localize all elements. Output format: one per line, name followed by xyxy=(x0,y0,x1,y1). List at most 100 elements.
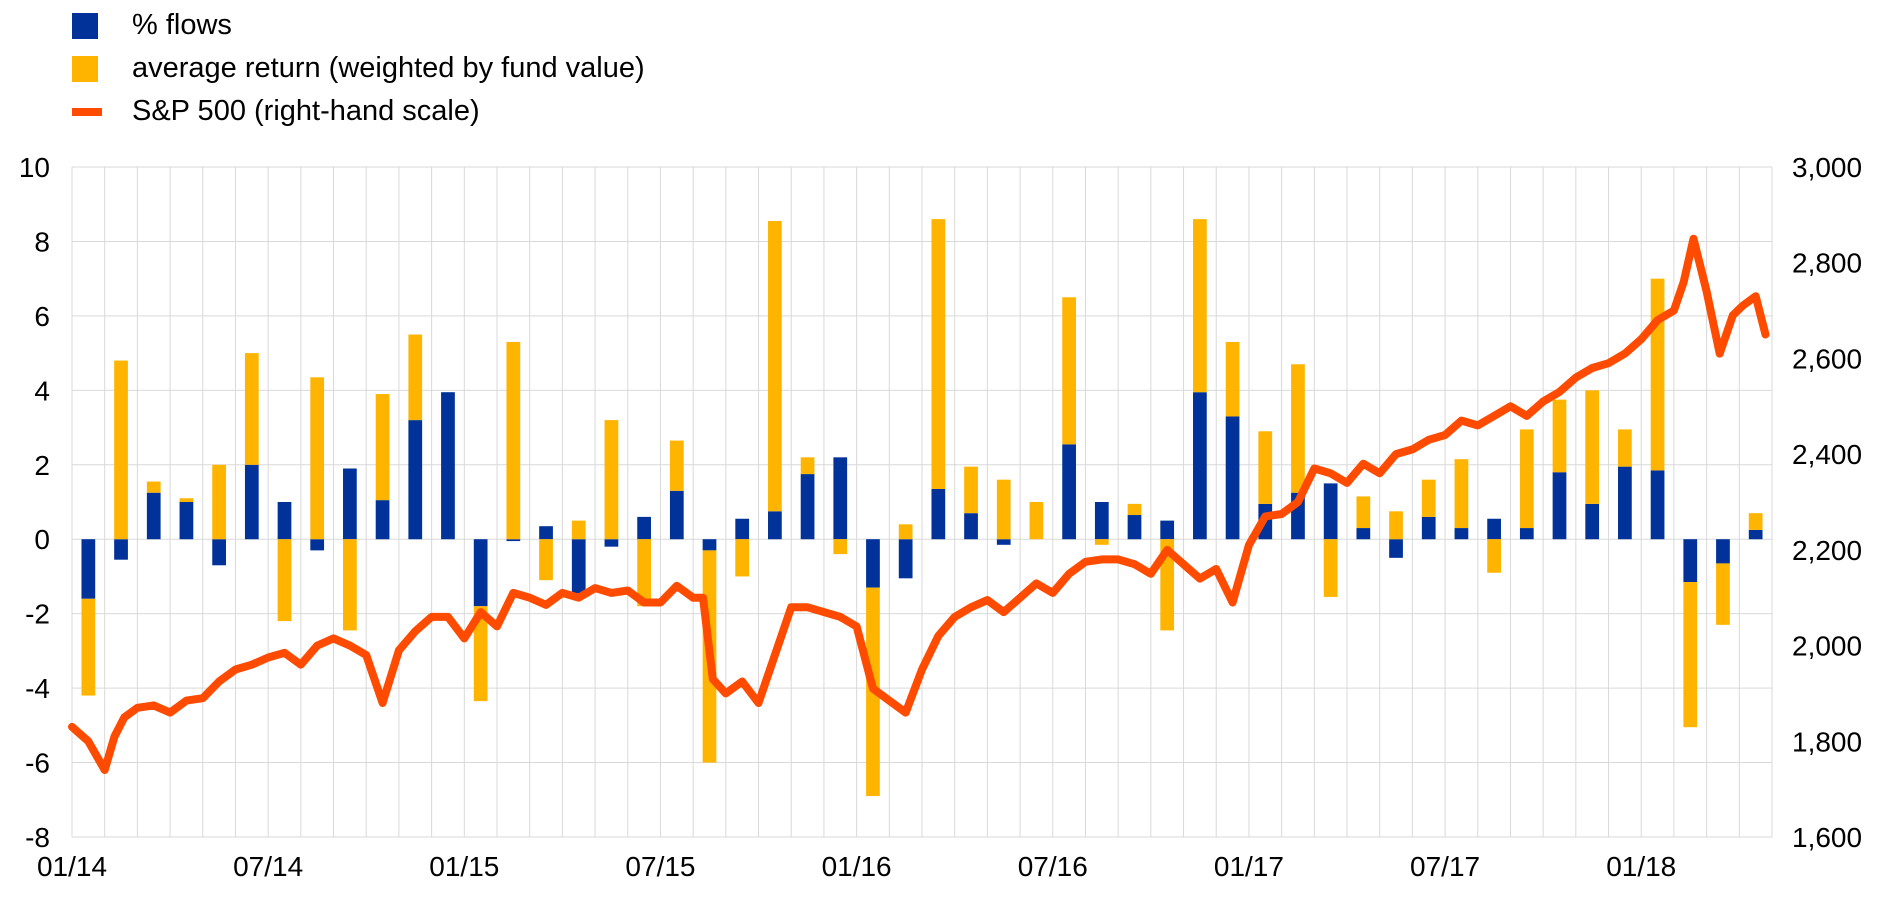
sp500-line-group xyxy=(68,234,1770,774)
bar-flows xyxy=(768,511,782,540)
legend-swatch-sp500 xyxy=(72,107,102,116)
x-tick-label: 01/18 xyxy=(1606,851,1676,882)
bar-flows xyxy=(1356,528,1371,540)
bar-return xyxy=(964,466,978,514)
left-tick-label: -4 xyxy=(25,673,50,704)
bar-flows xyxy=(1421,516,1436,540)
bar-return xyxy=(473,606,488,702)
bar-flows xyxy=(212,539,226,566)
bar-flows xyxy=(244,464,259,540)
bar-return xyxy=(1683,582,1698,728)
legend-item-returns: average return (weighted by fund value) xyxy=(72,47,645,90)
bar-return xyxy=(408,334,423,421)
right-tick-label: 2,400 xyxy=(1792,439,1862,470)
right-tick-label: 1,800 xyxy=(1792,726,1862,757)
right-tick-label: 2,200 xyxy=(1792,535,1862,566)
bar-return xyxy=(931,219,946,489)
bar-flows xyxy=(866,539,880,588)
left-tick-label: -6 xyxy=(25,748,50,779)
bar-flows xyxy=(81,539,96,599)
bar-flows xyxy=(735,518,750,540)
bar-return xyxy=(244,353,259,465)
bar-return xyxy=(1487,539,1501,573)
bar-return xyxy=(1454,459,1469,529)
x-tick-label: 01/14 xyxy=(37,851,107,882)
bar-flows xyxy=(1454,528,1469,540)
legend-item-sp500: S&P 500 (right-hand scale) xyxy=(72,90,645,133)
bar-flows xyxy=(1127,515,1142,540)
bar-flows xyxy=(669,490,684,540)
bar-flows xyxy=(1748,529,1763,540)
left-tick-label: 6 xyxy=(34,301,50,332)
left-axis: 10 8 6 4 2 0 -2 -4 -6 -8 xyxy=(19,152,50,853)
bar-flows xyxy=(1323,483,1338,540)
left-tick-label: 10 xyxy=(19,152,50,183)
bar-flows xyxy=(179,502,194,540)
legend-label-returns: average return (weighted by fund value) xyxy=(132,52,645,84)
bar-flows xyxy=(1585,503,1600,540)
bar-return xyxy=(669,440,684,491)
right-tick-label: 2,000 xyxy=(1792,631,1862,662)
bar-return xyxy=(996,479,1011,540)
bar-flows xyxy=(931,488,946,540)
bar-flows xyxy=(1160,520,1175,540)
left-tick-label: -8 xyxy=(25,822,50,853)
bar-return xyxy=(506,341,521,540)
gridlines xyxy=(71,166,1773,838)
bar-return xyxy=(1094,539,1109,545)
bar-return xyxy=(1585,390,1600,504)
bar-flows xyxy=(343,468,357,540)
x-tick-label: 07/16 xyxy=(1018,851,1088,882)
bar-flows xyxy=(702,539,717,551)
bar-return xyxy=(1519,429,1534,529)
bar-flows xyxy=(441,392,455,540)
left-tick-label: 2 xyxy=(34,450,50,481)
left-tick-label: 4 xyxy=(34,375,50,406)
x-axis: 01/14 07/14 01/15 07/15 01/16 07/16 01/17 07/17… xyxy=(37,851,1676,882)
bar-flows xyxy=(1389,539,1403,558)
bar-flows xyxy=(1650,470,1665,540)
sp500-line xyxy=(68,234,1770,774)
bar-flows xyxy=(277,502,292,540)
bar-return xyxy=(571,520,586,540)
x-tick-label: 01/16 xyxy=(822,851,892,882)
bar-flows xyxy=(637,516,651,540)
left-tick-label: -2 xyxy=(25,599,50,630)
bar-flows xyxy=(539,526,553,540)
legend-swatch-flows xyxy=(72,12,98,39)
bar-flows xyxy=(964,513,978,540)
left-tick-label: 8 xyxy=(34,226,50,257)
bar-flows xyxy=(114,539,128,560)
bar-flows xyxy=(375,500,390,540)
bar-return xyxy=(1193,219,1207,393)
bar-return xyxy=(637,539,651,607)
x-tick-label: 01/15 xyxy=(429,851,499,882)
bar-flows xyxy=(800,474,815,540)
bar-return xyxy=(898,524,913,540)
bar-return xyxy=(1291,364,1305,493)
bar-return xyxy=(1748,513,1763,530)
bar-return xyxy=(179,498,194,502)
bar-flows xyxy=(1062,444,1076,540)
legend: % flows average return (weighted by fund… xyxy=(72,4,645,133)
bar-flows xyxy=(898,539,913,579)
legend-swatch-returns xyxy=(72,55,98,82)
bar-return xyxy=(212,464,226,540)
bar-return xyxy=(800,457,815,475)
bar-flows xyxy=(1618,466,1632,540)
bar-return xyxy=(1389,511,1403,540)
bar-flows xyxy=(1193,392,1207,540)
bar-flows xyxy=(1519,528,1534,540)
bar-flows xyxy=(833,457,848,540)
bar-flows xyxy=(506,539,521,542)
bar-flows xyxy=(1552,472,1567,540)
bar-flows xyxy=(1683,539,1698,583)
right-tick-label: 2,600 xyxy=(1792,343,1862,374)
bar-return xyxy=(1716,563,1730,625)
bar-return xyxy=(1029,502,1044,540)
bar-flows xyxy=(1716,539,1730,564)
bar-return xyxy=(1160,539,1175,631)
legend-label-sp500: S&P 500 (right-hand scale) xyxy=(132,95,480,127)
x-tick-label: 01/17 xyxy=(1214,851,1284,882)
